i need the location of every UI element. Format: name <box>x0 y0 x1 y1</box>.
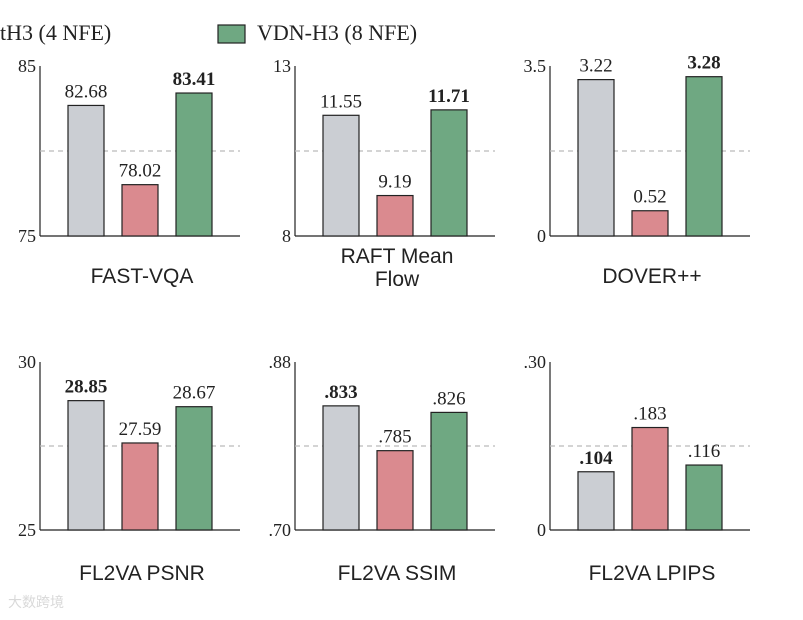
bar-series-1 <box>67 400 105 531</box>
legend: tH3 (4 NFE) VDN-H3 (8 NFE) <box>0 20 417 45</box>
bar-series-2 <box>631 210 669 237</box>
bar-series-1 <box>322 114 360 237</box>
data-label: 3.22 <box>579 56 612 77</box>
bar-series-2 <box>631 426 669 531</box>
y-tick-label-top: 85 <box>18 56 36 76</box>
data-label: 82.68 <box>65 81 108 102</box>
data-label: 28.85 <box>65 377 108 398</box>
bar-series-3 <box>175 406 213 531</box>
panel-fast-vqa: 85 75 82.68 78.02 83.41 FAST-VQA <box>18 56 240 288</box>
data-label: 28.67 <box>173 383 216 404</box>
y-tick-label-bottom: 25 <box>18 520 36 540</box>
bar-series-3 <box>685 464 723 531</box>
panel-title: FL2VA LPIPS <box>589 562 716 585</box>
data-label: .104 <box>579 448 613 469</box>
y-tick-label-bottom: 0 <box>537 520 546 540</box>
bar-series-1 <box>577 78 615 237</box>
y-tick-label-bottom: 75 <box>18 226 36 246</box>
data-label: 0.52 <box>633 187 666 208</box>
panel-title: FL2VA PSNR <box>79 562 205 585</box>
y-tick-label-bottom: 8 <box>282 226 291 246</box>
bar-series-1 <box>67 104 105 237</box>
data-label: 78.02 <box>119 161 162 182</box>
data-label: 27.59 <box>119 419 162 440</box>
data-label: .826 <box>432 388 465 409</box>
bar-series-2 <box>121 442 159 531</box>
legend-label-series-2: VDN-H3 (8 NFE) <box>257 20 417 45</box>
y-tick-label-top: 13 <box>273 56 291 76</box>
bar-series-3 <box>175 92 213 237</box>
y-tick-label-top: 3.5 <box>524 56 547 76</box>
data-label: 11.55 <box>320 91 362 112</box>
bar-series-3 <box>430 109 468 237</box>
panel-title: Flow <box>375 268 420 291</box>
y-tick-label-top: 30 <box>18 352 36 372</box>
y-tick-label-bottom: .70 <box>269 520 292 540</box>
y-tick-label-top: .88 <box>269 352 292 372</box>
bar-series-1 <box>322 405 360 531</box>
data-label: .833 <box>324 382 357 403</box>
panel-fl2va-ssim: .88 .70 .833 .785 .826 FL2VA SSIM <box>269 352 495 585</box>
panel-title: RAFT Mean <box>341 245 454 268</box>
panel-title: FAST-VQA <box>91 265 194 288</box>
legend-swatch-series-2 <box>217 24 246 44</box>
data-label: 3.28 <box>687 53 720 74</box>
panel-fl2va-psnr: 30 25 28.85 27.59 28.67 FL2VA PSNR <box>18 352 240 585</box>
data-label: .116 <box>688 441 721 462</box>
bar-series-2 <box>376 450 414 531</box>
panel-title: DOVER++ <box>602 265 701 288</box>
y-tick-label-top: .30 <box>524 352 547 372</box>
data-label: 11.71 <box>428 86 470 107</box>
panel-title: FL2VA SSIM <box>338 562 457 585</box>
panel-fl2va-lpips: .30 0 .104 .183 .116 FL2VA LPIPS <box>524 352 750 585</box>
legend-label-series-1: tH3 (4 NFE) <box>0 20 111 45</box>
y-tick-label-bottom: 0 <box>537 226 546 246</box>
data-label: .183 <box>633 404 666 425</box>
bar-series-1 <box>577 471 615 531</box>
data-label: 9.19 <box>378 172 411 193</box>
bar-series-2 <box>376 194 414 237</box>
bar-series-2 <box>121 184 159 237</box>
watermark: 大数跨境 <box>8 594 64 610</box>
data-label: 83.41 <box>173 69 216 90</box>
panel-dover: 3.5 0 3.22 0.52 3.28 DOVER++ <box>524 53 750 288</box>
bar-series-3 <box>430 411 468 531</box>
data-label: .785 <box>378 427 411 448</box>
bar-series-3 <box>685 76 723 237</box>
